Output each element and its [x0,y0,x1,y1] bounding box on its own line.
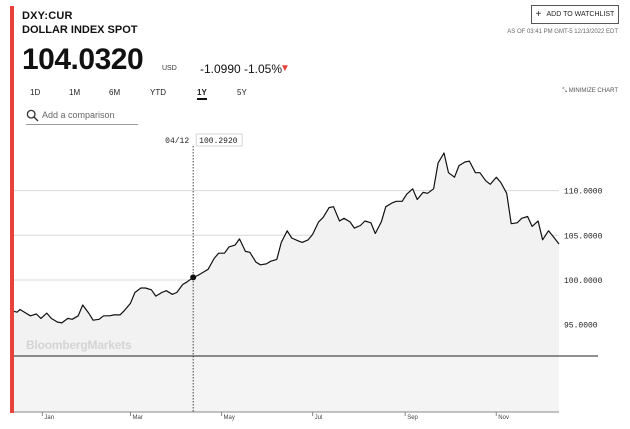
currency-label: USD [162,65,177,72]
crosshair-date: 04/12 [165,137,189,146]
down-triangle-icon: ▼ [280,63,290,74]
plus-icon: + [535,8,542,20]
x-tick-label: Mar [132,415,142,421]
percent-change: -1.05% [244,62,283,76]
comparison-search [26,106,138,125]
crosshair-date-box [161,134,192,146]
accent-bar [10,6,14,413]
y-tick-label: 110.0000 [564,188,603,197]
collapse-arrows-icon: ⤡ [562,88,568,94]
tab-ytd[interactable]: YTD [150,88,166,97]
crosshair-value: 100.2920 [199,137,238,146]
search-icon [26,109,39,121]
x-tick-label: Sep [407,415,418,421]
x-tick-label: May [224,415,235,421]
lower-band [14,356,559,412]
as-of-timestamp: AS OF 03:41 PM GMT-5 12/13/2022 EDT [507,29,618,35]
last-price: 104.0320 [22,43,144,76]
x-tick-label: Jul [315,415,323,421]
minimize-label: MINIMIZE CHART [568,88,618,94]
x-tick-label: Jan [44,415,54,421]
series-area [14,153,559,356]
watchlist-label: ADD TO WATCHLIST [546,11,615,18]
crosshair-value-box [195,133,243,147]
tab-6m[interactable]: 6M [109,88,121,97]
y-tick-label: 95.0000 [564,322,598,331]
tab-5y[interactable]: 5Y [237,88,247,97]
net-change: -1.0990 [200,62,241,76]
ticker-symbol: DXY:CUR [22,10,73,22]
x-tick-label: Nov [498,415,509,421]
minimize-chart-button[interactable]: ⤡ MINIMIZE CHART [562,88,618,95]
crosshair-point [190,274,197,281]
add-to-watchlist-button[interactable]: + ADD TO WATCHLIST [531,5,619,24]
bloomberg-watermark: BloombergMarkets [26,338,132,352]
series-line [13,152,560,324]
tab-1m[interactable]: 1M [69,88,81,97]
tab-1d[interactable]: 1D [30,88,41,97]
tab-1y[interactable]: 1Y [197,88,207,100]
y-tick-label: 105.0000 [564,232,603,241]
y-tick-label: 100.0000 [564,277,603,286]
security-name: DOLLAR INDEX SPOT [22,24,138,36]
comparison-input[interactable] [42,110,134,120]
